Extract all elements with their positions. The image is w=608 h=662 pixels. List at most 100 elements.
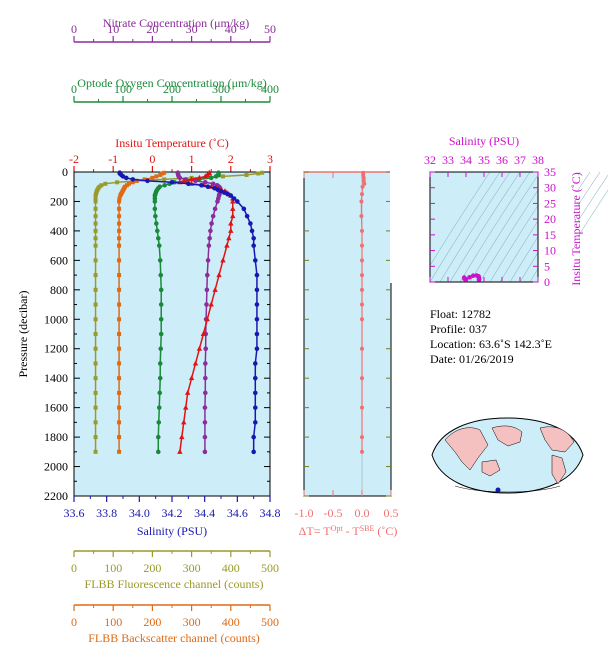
- dt-tick-label: 0.0: [355, 506, 370, 520]
- dt-title-mid: - T: [343, 524, 361, 538]
- dt-title-unit: (˚C): [374, 524, 397, 538]
- map-land-america-south: [551, 454, 567, 485]
- fluorescence-point: [93, 196, 98, 201]
- pressure-tick-label: 1000: [44, 312, 68, 326]
- dt-point: [360, 228, 364, 233]
- dt-plot-area: [303, 171, 392, 497]
- salinity-point: [254, 302, 260, 307]
- fluorescence-point: [103, 181, 108, 186]
- fluorescence-tick-label: 0: [71, 561, 77, 575]
- temperature-tick-label: 2: [228, 152, 234, 166]
- backscatter-axis: 0 100 200 300 400 500 FLBB Backscatter channe…: [71, 604, 279, 645]
- backscatter-point: [117, 317, 122, 322]
- temperature-point: [230, 198, 236, 204]
- salinity-tick-label: 34.4: [194, 506, 215, 520]
- salinity-tick-label: 33.8: [96, 506, 117, 520]
- salinity-point: [231, 196, 237, 201]
- fluorescence-point: [93, 449, 98, 454]
- backscatter-point: [117, 346, 122, 351]
- backscatter-point: [117, 199, 122, 204]
- ts-y-tick-label: 25: [544, 196, 556, 210]
- backscatter-axis-title: FLBB Backscatter channel (counts): [88, 631, 260, 645]
- salinity-point: [251, 243, 256, 248]
- salinity-point: [199, 182, 204, 188]
- fluorescence-point: [93, 287, 98, 292]
- map-land-antarctica: [454, 485, 561, 493]
- oxygen-tick-label: 200: [163, 82, 181, 96]
- fluorescence-point: [93, 258, 98, 263]
- nitrate-point: [204, 302, 209, 307]
- temperature-point: [216, 272, 222, 278]
- fluorescence-point: [93, 214, 98, 219]
- oxygen-point: [158, 316, 164, 322]
- fluorescence-point: [256, 171, 261, 176]
- nitrate-tick-label: 40: [225, 22, 237, 36]
- fluorescence-point: [93, 390, 98, 395]
- dt-title-main: ΔT= T: [299, 524, 332, 538]
- world-map: [431, 417, 584, 494]
- fluorescence-point: [93, 199, 98, 204]
- nitrate-tick-label: 10: [107, 22, 119, 36]
- pressure-tick-label: 600: [50, 253, 68, 267]
- fluorescence-point: [162, 177, 167, 182]
- dt-tick-label: -1.0: [295, 506, 314, 520]
- pressure-tick-label: 1400: [44, 371, 68, 385]
- fluorescence-axis: 0 100 200 300 400 500 FLBB Fluorescence chann…: [71, 550, 279, 591]
- ts-density-contour: [429, 171, 501, 283]
- salinity-tick-label: 34.6: [227, 506, 248, 520]
- ts-x-tick-label: 33: [442, 153, 454, 167]
- fluorescence-point: [220, 174, 225, 179]
- salinity-point: [130, 177, 136, 182]
- nitrate-tick-label: 0: [71, 22, 77, 36]
- temperature-point: [177, 448, 183, 454]
- pressure-axis-title: Pressure (decibar): [16, 291, 30, 378]
- dt-title-sup2: SBE: [360, 524, 375, 533]
- salinity-tick-label: 34.8: [260, 506, 281, 520]
- backscatter-tick-label: 200: [143, 615, 161, 629]
- nitrate-point: [202, 405, 208, 410]
- fluorescence-point: [115, 180, 120, 185]
- oxygen-point: [158, 272, 164, 278]
- salinity-point: [253, 258, 258, 263]
- ts-y-tick-label: 30: [544, 181, 556, 195]
- dt-point: [360, 192, 364, 197]
- salinity-point: [248, 221, 253, 226]
- backscatter-point: [130, 180, 135, 185]
- salinity-point: [254, 316, 260, 322]
- ts-x-tick-label: 34: [460, 153, 472, 167]
- nitrate-point: [212, 206, 218, 212]
- fluorescence-point: [93, 243, 98, 248]
- salinity-tick-label: 34.2: [162, 506, 183, 520]
- profile-number: Profile: 037: [430, 322, 487, 336]
- fluorescence-tick-label: 500: [261, 561, 279, 575]
- oxygen-point: [152, 206, 158, 212]
- oxygen-point: [158, 331, 164, 337]
- ts-y-tick-label: 20: [544, 212, 556, 226]
- backscatter-point: [117, 243, 122, 248]
- backscatter-point: [117, 405, 122, 410]
- salinity-point: [253, 361, 258, 366]
- salinity-point: [254, 287, 260, 293]
- oxygen-point: [158, 302, 164, 307]
- nitrate-point: [207, 235, 212, 241]
- dt-title-sup1: Opt: [331, 524, 344, 533]
- dt-point: [359, 199, 364, 204]
- salinity-axis-title: Salinity (PSU): [137, 524, 207, 538]
- fluorescence-point: [93, 236, 98, 241]
- pressure-tick-label: 1600: [44, 401, 68, 415]
- salinity-point: [253, 390, 258, 396]
- nitrate-point: [203, 390, 208, 396]
- ts-point: [476, 277, 482, 282]
- backscatter-tick-label: 300: [183, 615, 201, 629]
- location: Location: 63.6˚S 142.3˚E: [430, 337, 552, 351]
- dt-point: [360, 287, 364, 292]
- fluorescence-point: [93, 317, 98, 322]
- oxygen-point: [155, 228, 160, 234]
- salinity-point: [244, 213, 250, 219]
- nitrate-point: [203, 346, 209, 352]
- oxygen-point: [157, 361, 163, 366]
- backscatter-point: [142, 177, 147, 182]
- dt-point: [360, 405, 364, 410]
- nitrate-point: [215, 199, 220, 204]
